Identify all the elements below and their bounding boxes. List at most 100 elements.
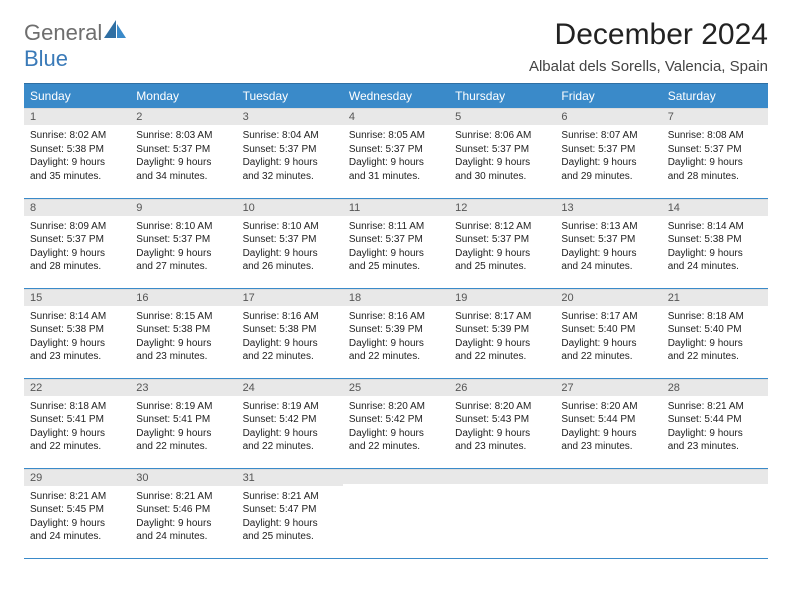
- calendar-day-cell: 26Sunrise: 8:20 AMSunset: 5:43 PMDayligh…: [449, 378, 555, 468]
- day-details: Sunrise: 8:11 AMSunset: 5:37 PMDaylight:…: [343, 216, 449, 278]
- calendar-day-cell: 9Sunrise: 8:10 AMSunset: 5:37 PMDaylight…: [130, 198, 236, 288]
- sunset-text: Sunset: 5:38 PM: [243, 323, 337, 337]
- sunset-text: Sunset: 5:40 PM: [668, 323, 762, 337]
- calendar-day-cell: 17Sunrise: 8:16 AMSunset: 5:38 PMDayligh…: [237, 288, 343, 378]
- day-number: 11: [343, 199, 449, 216]
- calendar-day-cell: 8Sunrise: 8:09 AMSunset: 5:37 PMDaylight…: [24, 198, 130, 288]
- sunset-text: Sunset: 5:45 PM: [30, 503, 124, 517]
- day-number: 23: [130, 379, 236, 396]
- day-details: Sunrise: 8:04 AMSunset: 5:37 PMDaylight:…: [237, 125, 343, 187]
- brand-text-1: General: [24, 20, 102, 45]
- day-details: Sunrise: 8:18 AMSunset: 5:41 PMDaylight:…: [24, 396, 130, 458]
- calendar-day-cell: 16Sunrise: 8:15 AMSunset: 5:38 PMDayligh…: [130, 288, 236, 378]
- day-number: 2: [130, 108, 236, 125]
- daylight-text: Daylight: 9 hours and 28 minutes.: [668, 156, 762, 183]
- daylight-text: Daylight: 9 hours and 23 minutes.: [668, 427, 762, 454]
- weekday-header: Wednesday: [343, 84, 449, 109]
- daylight-text: Daylight: 9 hours and 22 minutes.: [136, 427, 230, 454]
- calendar-day-cell: 29Sunrise: 8:21 AMSunset: 5:45 PMDayligh…: [24, 468, 130, 558]
- sunrise-text: Sunrise: 8:09 AM: [30, 220, 124, 234]
- brand-text: General Blue: [24, 18, 128, 72]
- calendar-day-cell: 27Sunrise: 8:20 AMSunset: 5:44 PMDayligh…: [555, 378, 661, 468]
- calendar-empty-cell: [449, 468, 555, 558]
- daylight-text: Daylight: 9 hours and 22 minutes.: [561, 337, 655, 364]
- calendar-day-cell: 6Sunrise: 8:07 AMSunset: 5:37 PMDaylight…: [555, 108, 661, 198]
- day-details: Sunrise: 8:03 AMSunset: 5:37 PMDaylight:…: [130, 125, 236, 187]
- calendar-day-cell: 4Sunrise: 8:05 AMSunset: 5:37 PMDaylight…: [343, 108, 449, 198]
- sunset-text: Sunset: 5:41 PM: [30, 413, 124, 427]
- sunset-text: Sunset: 5:37 PM: [455, 233, 549, 247]
- day-number: 16: [130, 289, 236, 306]
- day-details: Sunrise: 8:16 AMSunset: 5:39 PMDaylight:…: [343, 306, 449, 368]
- sunrise-text: Sunrise: 8:03 AM: [136, 129, 230, 143]
- calendar-week-row: 15Sunrise: 8:14 AMSunset: 5:38 PMDayligh…: [24, 288, 768, 378]
- daylight-text: Daylight: 9 hours and 22 minutes.: [349, 337, 443, 364]
- sunset-text: Sunset: 5:37 PM: [561, 143, 655, 157]
- day-number: [343, 469, 449, 484]
- calendar-day-cell: 28Sunrise: 8:21 AMSunset: 5:44 PMDayligh…: [662, 378, 768, 468]
- day-details: Sunrise: 8:13 AMSunset: 5:37 PMDaylight:…: [555, 216, 661, 278]
- sunset-text: Sunset: 5:37 PM: [561, 233, 655, 247]
- day-details: Sunrise: 8:02 AMSunset: 5:38 PMDaylight:…: [24, 125, 130, 187]
- brand-logo: General Blue: [24, 18, 128, 72]
- day-number: 3: [237, 108, 343, 125]
- sunset-text: Sunset: 5:37 PM: [243, 143, 337, 157]
- daylight-text: Daylight: 9 hours and 22 minutes.: [30, 427, 124, 454]
- day-number: [449, 469, 555, 484]
- daylight-text: Daylight: 9 hours and 22 minutes.: [455, 337, 549, 364]
- sunset-text: Sunset: 5:37 PM: [243, 233, 337, 247]
- calendar-day-cell: 1Sunrise: 8:02 AMSunset: 5:38 PMDaylight…: [24, 108, 130, 198]
- calendar-day-cell: 13Sunrise: 8:13 AMSunset: 5:37 PMDayligh…: [555, 198, 661, 288]
- day-details: Sunrise: 8:15 AMSunset: 5:38 PMDaylight:…: [130, 306, 236, 368]
- daylight-text: Daylight: 9 hours and 25 minutes.: [349, 247, 443, 274]
- day-number: 22: [24, 379, 130, 396]
- calendar-day-cell: 21Sunrise: 8:18 AMSunset: 5:40 PMDayligh…: [662, 288, 768, 378]
- weekday-header-row: SundayMondayTuesdayWednesdayThursdayFrid…: [24, 84, 768, 109]
- sunset-text: Sunset: 5:46 PM: [136, 503, 230, 517]
- calendar-day-cell: 31Sunrise: 8:21 AMSunset: 5:47 PMDayligh…: [237, 468, 343, 558]
- calendar-day-cell: 18Sunrise: 8:16 AMSunset: 5:39 PMDayligh…: [343, 288, 449, 378]
- sunset-text: Sunset: 5:38 PM: [30, 143, 124, 157]
- day-number: 7: [662, 108, 768, 125]
- calendar-week-row: 22Sunrise: 8:18 AMSunset: 5:41 PMDayligh…: [24, 378, 768, 468]
- logo-sail-icon: [102, 18, 128, 40]
- day-number: 27: [555, 379, 661, 396]
- day-details: Sunrise: 8:14 AMSunset: 5:38 PMDaylight:…: [662, 216, 768, 278]
- sunrise-text: Sunrise: 8:10 AM: [136, 220, 230, 234]
- calendar-day-cell: 22Sunrise: 8:18 AMSunset: 5:41 PMDayligh…: [24, 378, 130, 468]
- calendar-week-row: 29Sunrise: 8:21 AMSunset: 5:45 PMDayligh…: [24, 468, 768, 558]
- daylight-text: Daylight: 9 hours and 24 minutes.: [136, 517, 230, 544]
- sunset-text: Sunset: 5:39 PM: [455, 323, 549, 337]
- calendar-day-cell: 19Sunrise: 8:17 AMSunset: 5:39 PMDayligh…: [449, 288, 555, 378]
- month-title: December 2024: [529, 18, 768, 52]
- sunrise-text: Sunrise: 8:02 AM: [30, 129, 124, 143]
- day-number: 9: [130, 199, 236, 216]
- weekday-header: Friday: [555, 84, 661, 109]
- calendar-day-cell: 30Sunrise: 8:21 AMSunset: 5:46 PMDayligh…: [130, 468, 236, 558]
- title-block: December 2024 Albalat dels Sorells, Vale…: [529, 18, 768, 75]
- sunset-text: Sunset: 5:41 PM: [136, 413, 230, 427]
- day-details: Sunrise: 8:19 AMSunset: 5:42 PMDaylight:…: [237, 396, 343, 458]
- sunrise-text: Sunrise: 8:18 AM: [668, 310, 762, 324]
- calendar-day-cell: 23Sunrise: 8:19 AMSunset: 5:41 PMDayligh…: [130, 378, 236, 468]
- calendar-thead: SundayMondayTuesdayWednesdayThursdayFrid…: [24, 84, 768, 109]
- daylight-text: Daylight: 9 hours and 23 minutes.: [455, 427, 549, 454]
- sunset-text: Sunset: 5:44 PM: [561, 413, 655, 427]
- sunrise-text: Sunrise: 8:16 AM: [349, 310, 443, 324]
- daylight-text: Daylight: 9 hours and 24 minutes.: [668, 247, 762, 274]
- day-number: 14: [662, 199, 768, 216]
- day-number: 4: [343, 108, 449, 125]
- sunrise-text: Sunrise: 8:21 AM: [243, 490, 337, 504]
- calendar-day-cell: 12Sunrise: 8:12 AMSunset: 5:37 PMDayligh…: [449, 198, 555, 288]
- header-row: General Blue December 2024 Albalat dels …: [24, 18, 768, 75]
- day-number: [662, 469, 768, 484]
- day-details: Sunrise: 8:21 AMSunset: 5:47 PMDaylight:…: [237, 486, 343, 548]
- sunset-text: Sunset: 5:37 PM: [668, 143, 762, 157]
- daylight-text: Daylight: 9 hours and 22 minutes.: [668, 337, 762, 364]
- day-number: 1: [24, 108, 130, 125]
- day-number: 17: [237, 289, 343, 306]
- day-details: Sunrise: 8:08 AMSunset: 5:37 PMDaylight:…: [662, 125, 768, 187]
- day-number: 25: [343, 379, 449, 396]
- daylight-text: Daylight: 9 hours and 24 minutes.: [561, 247, 655, 274]
- daylight-text: Daylight: 9 hours and 23 minutes.: [30, 337, 124, 364]
